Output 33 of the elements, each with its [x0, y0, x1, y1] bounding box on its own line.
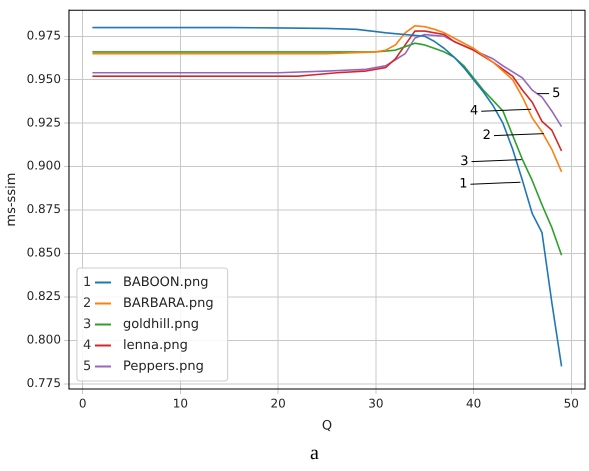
y-tick-label: 0.900 — [26, 158, 61, 173]
legend-label: BARBARA.png — [122, 296, 214, 311]
text: 1 — [82, 274, 92, 290]
x-tick-label: 50 — [564, 396, 579, 410]
text: 2 — [82, 296, 92, 311]
text: 4 — [82, 338, 92, 353]
text: 3 — [82, 316, 92, 332]
annotation: 5 — [552, 86, 560, 101]
y-tick-label: 0.975 — [26, 28, 61, 42]
legend-label: BABOON.png — [122, 274, 209, 290]
x-axis-title: Q — [322, 418, 332, 434]
legend-label: lenna.png — [122, 338, 188, 353]
y-tick-label: 0.850 — [26, 246, 61, 260]
x-tick-label: 10 — [172, 396, 188, 410]
y-axis-title: ms-ssim — [4, 172, 20, 227]
y-tick-label: 0.800 — [26, 332, 61, 346]
y-tick-label: 0.925 — [26, 115, 61, 130]
text: a — [309, 441, 320, 466]
annotation: 4 — [470, 104, 478, 119]
annotation: 3 — [460, 154, 468, 170]
y-tick-label: 0.875 — [26, 202, 61, 216]
text: 5 — [82, 358, 92, 374]
annotation: 2 — [482, 128, 491, 143]
y-tick-label: 0.825 — [26, 289, 61, 304]
x-tick-label: 40 — [466, 396, 482, 410]
legend-label: Peppers.png — [122, 358, 204, 374]
x-tick-label: 0 — [78, 396, 86, 410]
x-tick-label: 20 — [270, 396, 286, 410]
annotation: 1 — [459, 176, 468, 192]
y-tick-label: 0.775 — [26, 376, 61, 390]
x-tick-label: 30 — [368, 396, 384, 410]
y-tick-label: 0.950 — [26, 72, 61, 86]
legend-label: goldhill.png — [122, 316, 199, 332]
